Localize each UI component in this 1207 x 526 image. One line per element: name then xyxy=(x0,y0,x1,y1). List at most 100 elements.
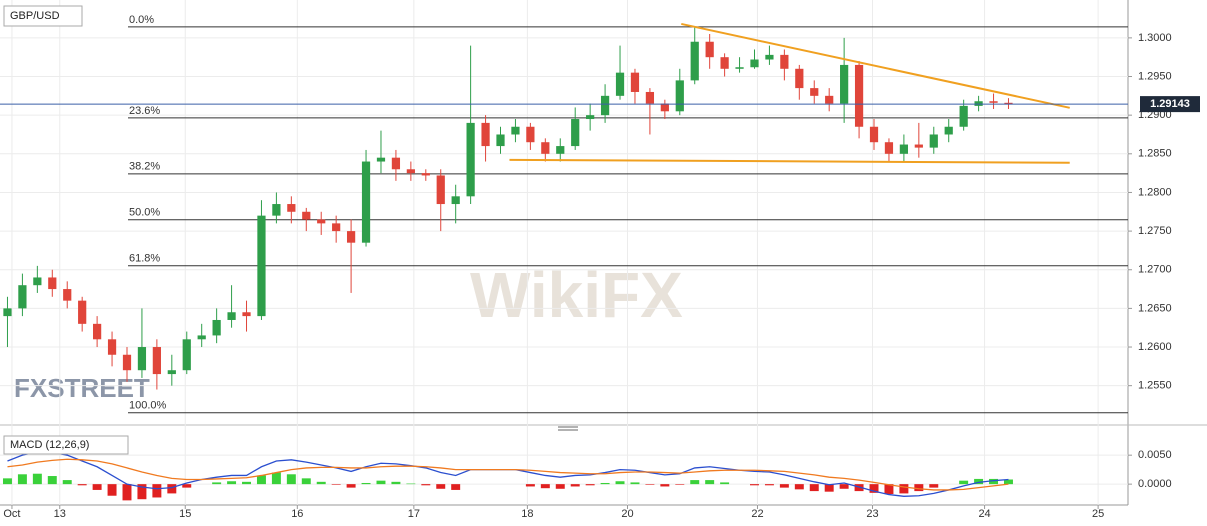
histogram-bar xyxy=(1003,479,1013,485)
candle-body xyxy=(944,126,953,135)
histogram-bar xyxy=(929,484,939,488)
candle-body xyxy=(690,41,699,81)
histogram-bar xyxy=(227,481,237,485)
candle-body xyxy=(526,126,535,143)
y-tick-label: 1.2850 xyxy=(1138,148,1172,160)
histogram-bar xyxy=(152,484,162,498)
candle-body xyxy=(122,354,132,371)
candle-body xyxy=(705,41,714,58)
histogram-bar xyxy=(316,481,326,485)
last-price-label: 1.29143 xyxy=(1150,98,1190,110)
candle-body xyxy=(287,204,296,212)
macd-title: MACD (12,26,9) xyxy=(10,439,89,451)
candle-body xyxy=(780,54,789,69)
y-tick-label: 1.2650 xyxy=(1138,302,1172,314)
histogram-bar xyxy=(585,484,595,486)
candle-body xyxy=(541,142,550,154)
histogram-bar xyxy=(391,481,401,485)
candle-body xyxy=(899,144,909,154)
candle-body xyxy=(989,101,998,103)
histogram-bar xyxy=(750,484,759,486)
candle-body xyxy=(660,103,669,112)
histogram-bar xyxy=(764,484,774,486)
histogram-bar xyxy=(660,484,670,487)
histogram-bar xyxy=(77,484,87,486)
candle-body xyxy=(615,72,625,96)
histogram-bar xyxy=(212,482,222,485)
fib-label: 23.6% xyxy=(129,105,160,117)
y-tick-label: 1.2950 xyxy=(1138,70,1172,82)
histogram-bar xyxy=(525,484,535,487)
histogram-bar xyxy=(959,480,969,485)
histogram-bar xyxy=(62,480,72,485)
histogram-bar xyxy=(361,482,371,485)
histogram-bar xyxy=(645,484,655,485)
candle-body xyxy=(167,370,176,375)
candle-body xyxy=(645,91,655,104)
candle-body xyxy=(451,196,460,205)
histogram-bar xyxy=(182,484,192,488)
histogram-bar xyxy=(794,484,804,490)
histogram-bar xyxy=(555,484,565,489)
candle-body xyxy=(929,134,938,148)
candle-body xyxy=(93,323,102,340)
candle-body xyxy=(854,64,864,127)
candle-body xyxy=(765,54,774,60)
histogram-bar xyxy=(17,474,27,485)
y-tick-label: 1.2600 xyxy=(1138,341,1172,353)
title-box xyxy=(3,5,83,27)
histogram-bar xyxy=(989,478,999,485)
overlay: GBP/USD MACD (12,26,9) 1.2550 1.2600 1.265… xyxy=(3,5,1200,520)
y-tick-label: 1.2700 xyxy=(1138,264,1172,276)
candle-body xyxy=(421,173,430,176)
candle-body xyxy=(137,347,147,371)
candle-body xyxy=(361,161,371,243)
y-tick-label: 1.2750 xyxy=(1138,225,1172,237)
candle-body xyxy=(152,347,161,375)
macd-line xyxy=(7,458,1009,491)
candle-body xyxy=(466,122,475,197)
fib-label: 0.0% xyxy=(129,14,154,26)
histogram-bar xyxy=(809,484,819,492)
candle-body xyxy=(317,219,326,224)
candle-body xyxy=(959,105,968,127)
histogram-bar xyxy=(839,484,849,489)
grid xyxy=(0,0,1132,509)
candle-body xyxy=(869,126,879,143)
candle-body xyxy=(675,80,684,112)
candle-body xyxy=(840,64,849,104)
histogram-bar xyxy=(690,480,700,485)
candle-body xyxy=(511,126,520,135)
marks xyxy=(0,22,1128,501)
candle-body xyxy=(884,142,894,154)
histogram-bar xyxy=(899,484,909,494)
x-tick-label: 25 xyxy=(1092,508,1104,520)
candle-body xyxy=(376,157,386,162)
macd-title-box xyxy=(3,435,129,455)
candle-body xyxy=(481,122,490,147)
x-tick-label: 22 xyxy=(751,508,763,520)
candle-body xyxy=(63,289,72,301)
histogram-bar xyxy=(256,475,266,485)
histogram-bar xyxy=(242,481,251,485)
histogram-bar xyxy=(421,484,431,486)
histogram-bar xyxy=(301,478,311,485)
candle-body xyxy=(78,300,87,324)
histogram-bar xyxy=(32,473,42,485)
candle-body xyxy=(750,59,759,68)
candle-body xyxy=(18,285,27,309)
candle-body xyxy=(914,144,923,148)
histogram-bar xyxy=(705,480,715,485)
y-tick-label: 1.2800 xyxy=(1138,186,1172,198)
candle-body xyxy=(496,134,505,147)
histogram-bar xyxy=(436,484,446,489)
trendline xyxy=(509,158,1070,164)
y-tick-label: 0.0050 xyxy=(1138,449,1172,461)
histogram-bar xyxy=(331,484,341,485)
histogram-bar xyxy=(346,484,356,488)
candle-body xyxy=(332,223,341,232)
histogram-bar xyxy=(451,484,461,490)
candle-body xyxy=(272,204,281,216)
